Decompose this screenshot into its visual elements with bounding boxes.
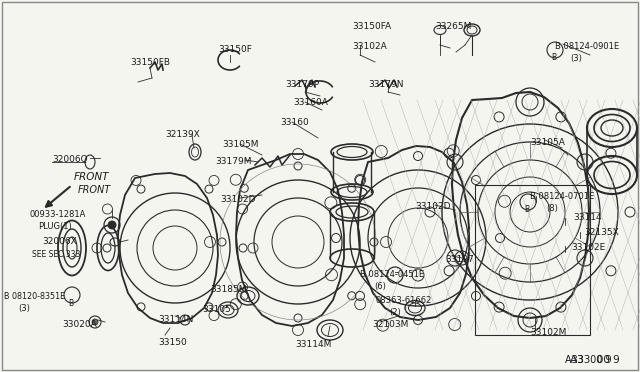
Text: 33179M: 33179M bbox=[215, 157, 252, 166]
Text: 33150FA: 33150FA bbox=[352, 22, 391, 31]
Text: 33197: 33197 bbox=[445, 255, 474, 264]
Text: PLUG(1): PLUG(1) bbox=[38, 222, 72, 231]
Text: 33105M: 33105M bbox=[222, 140, 259, 149]
Text: B 08124-0901E: B 08124-0901E bbox=[555, 42, 619, 51]
Text: 33185M: 33185M bbox=[210, 285, 246, 294]
Text: 33102A: 33102A bbox=[352, 42, 387, 51]
Text: 33105: 33105 bbox=[202, 305, 231, 314]
Text: 32139X: 32139X bbox=[165, 130, 200, 139]
Text: A33  00 9: A33 00 9 bbox=[570, 355, 620, 365]
Text: 00933-1281A: 00933-1281A bbox=[30, 210, 86, 219]
Text: (8): (8) bbox=[546, 204, 558, 213]
Circle shape bbox=[108, 221, 116, 229]
Text: 33179N: 33179N bbox=[368, 80, 403, 89]
Text: B: B bbox=[525, 205, 530, 215]
Text: 33179P: 33179P bbox=[285, 80, 319, 89]
Text: 33150: 33150 bbox=[158, 338, 187, 347]
Text: B 08124-0451E: B 08124-0451E bbox=[360, 270, 424, 279]
Text: 08363-61662: 08363-61662 bbox=[375, 296, 431, 305]
Text: 33020A: 33020A bbox=[62, 320, 97, 329]
Text: 33102D: 33102D bbox=[415, 202, 451, 211]
Text: 32135X: 32135X bbox=[584, 228, 619, 237]
Text: 32006Q: 32006Q bbox=[52, 155, 88, 164]
Text: (3): (3) bbox=[570, 54, 582, 63]
Text: 33102D: 33102D bbox=[220, 195, 255, 204]
Text: 33114M: 33114M bbox=[295, 340, 332, 349]
Text: (2): (2) bbox=[389, 308, 401, 317]
Text: 33160: 33160 bbox=[280, 118, 308, 127]
Text: 33102E: 33102E bbox=[571, 243, 605, 252]
Text: FRONT: FRONT bbox=[74, 172, 109, 182]
Text: 32006X: 32006X bbox=[42, 237, 77, 246]
Circle shape bbox=[92, 319, 98, 325]
Text: B 08120-8351E: B 08120-8351E bbox=[4, 292, 65, 301]
Text: 33114N: 33114N bbox=[158, 315, 193, 324]
Text: 33160A: 33160A bbox=[293, 98, 328, 107]
Text: 33265M: 33265M bbox=[435, 22, 472, 31]
Text: 33150F: 33150F bbox=[218, 45, 252, 54]
Text: (6): (6) bbox=[374, 282, 386, 291]
Text: B 08124-0701E: B 08124-0701E bbox=[530, 192, 595, 201]
Bar bbox=[475, 185, 590, 335]
Text: 33150FB: 33150FB bbox=[130, 58, 170, 67]
Text: FRONT: FRONT bbox=[78, 185, 111, 195]
Text: 33105A: 33105A bbox=[530, 138, 565, 147]
Text: B: B bbox=[552, 54, 557, 62]
Text: SEE SEC.333: SEE SEC.333 bbox=[32, 250, 81, 259]
Text: (3): (3) bbox=[18, 304, 30, 313]
Text: 32103M: 32103M bbox=[372, 320, 408, 329]
Text: 33102M: 33102M bbox=[530, 328, 566, 337]
Text: A33  00 9: A33 00 9 bbox=[565, 355, 612, 365]
Text: B: B bbox=[68, 298, 74, 308]
Text: 33114: 33114 bbox=[573, 213, 602, 222]
